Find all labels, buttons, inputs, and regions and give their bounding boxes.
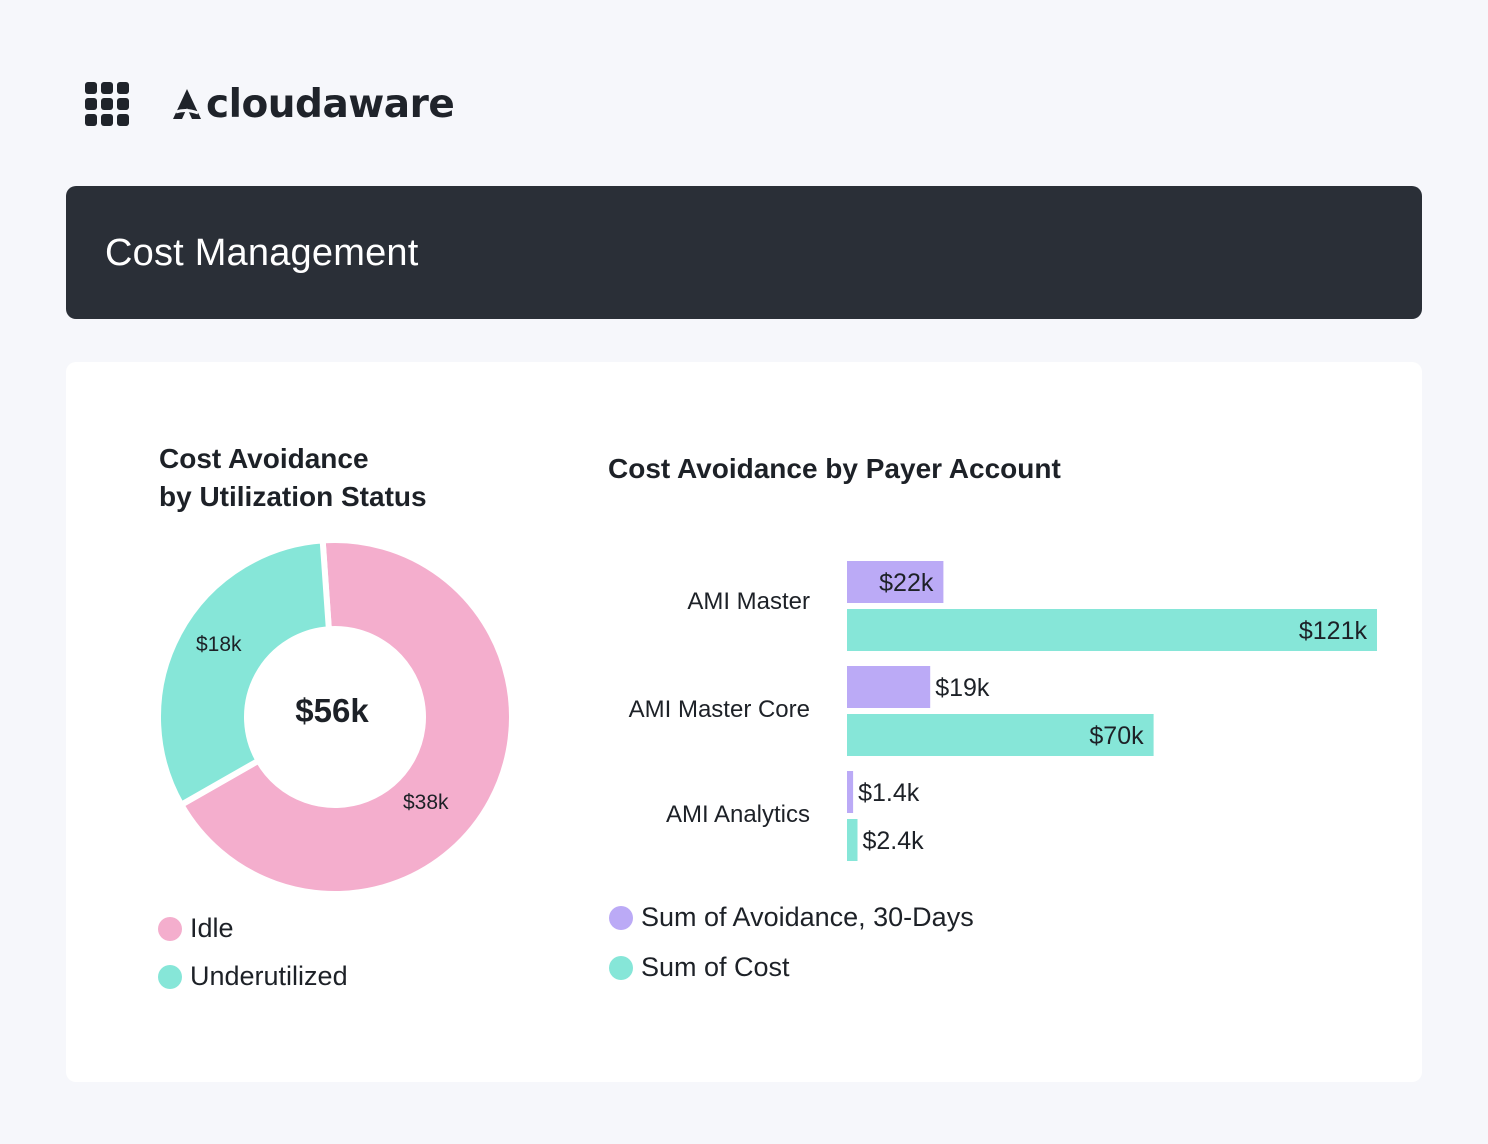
donut-slice-idle[interactable] — [177, 537, 515, 897]
bar-cost-ami-master-core[interactable] — [847, 714, 1154, 756]
logo-text: cloudaware — [206, 81, 455, 127]
donut-total: $56k — [295, 692, 369, 729]
category-label-ami-analytics: AMI Analytics — [665, 801, 810, 828]
bar-chart: $22k $121k $19k $70k $1.4k $2.4k — [847, 561, 1377, 861]
top-bar: cloudaware — [0, 0, 1488, 186]
bar-value-label: $1.4k — [858, 779, 920, 807]
legend-item-cost[interactable]: Sum of Cost — [609, 952, 790, 983]
title-banner: Cost Management — [66, 186, 1422, 319]
donut-chart — [155, 537, 515, 897]
donut-title-line1: Cost Avoidance — [159, 443, 369, 474]
bar-cost-ami-analytics[interactable] — [847, 819, 858, 861]
bar-value-label: $19k — [935, 674, 990, 702]
bar-value-label: $2.4k — [863, 827, 925, 855]
category-label-ami-master: AMI Master — [687, 588, 810, 615]
legend-label-underutilized: Underutilized — [190, 961, 348, 991]
category-label-ami-master-core: AMI Master Core — [628, 696, 810, 723]
slice-label-underutilized: $18k — [196, 633, 242, 656]
donut-slice-underutilized[interactable] — [155, 537, 333, 809]
bar-value-label: $22k — [879, 569, 934, 597]
legend-item-avoidance[interactable]: Sum of Avoidance, 30-Days — [609, 902, 974, 933]
cloudaware-logo[interactable]: cloudaware — [170, 80, 455, 128]
bar-value-label: $121k — [1299, 617, 1368, 645]
legend-label-avoidance: Sum of Avoidance, 30-Days — [641, 902, 974, 932]
bar-avoidance-ami-analytics[interactable] — [847, 771, 854, 813]
bar-value-label: $70k — [1089, 722, 1144, 750]
legend-label-cost: Sum of Cost — [641, 952, 790, 982]
charts-card — [66, 362, 1422, 1082]
cloudaware-logo-icon — [173, 89, 201, 119]
bar-avoidance-ami-master[interactable] — [847, 561, 944, 603]
bar-avoidance-ami-master-core[interactable] — [847, 666, 931, 708]
slice-label-idle: $38k — [403, 791, 449, 814]
grid-icon[interactable] — [85, 82, 129, 126]
legend-dot-underutilized — [158, 964, 182, 989]
legend-dot-avoidance — [609, 905, 633, 930]
donut-chart-title: Cost Avoidance by Utilization Status — [159, 440, 427, 516]
page-title: Cost Management — [105, 232, 419, 274]
legend-label-idle: Idle — [190, 913, 234, 943]
legend-item-idle[interactable]: Idle — [158, 913, 234, 944]
legend-item-underutilized[interactable]: Underutilized — [158, 961, 348, 992]
bar-cost-ami-master[interactable] — [847, 609, 1377, 651]
legend-dot-idle — [158, 916, 182, 941]
bar-chart-title: Cost Avoidance by Payer Account — [608, 453, 1061, 484]
legend-dot-cost — [609, 955, 633, 980]
donut-title-line2: by Utilization Status — [159, 481, 427, 512]
